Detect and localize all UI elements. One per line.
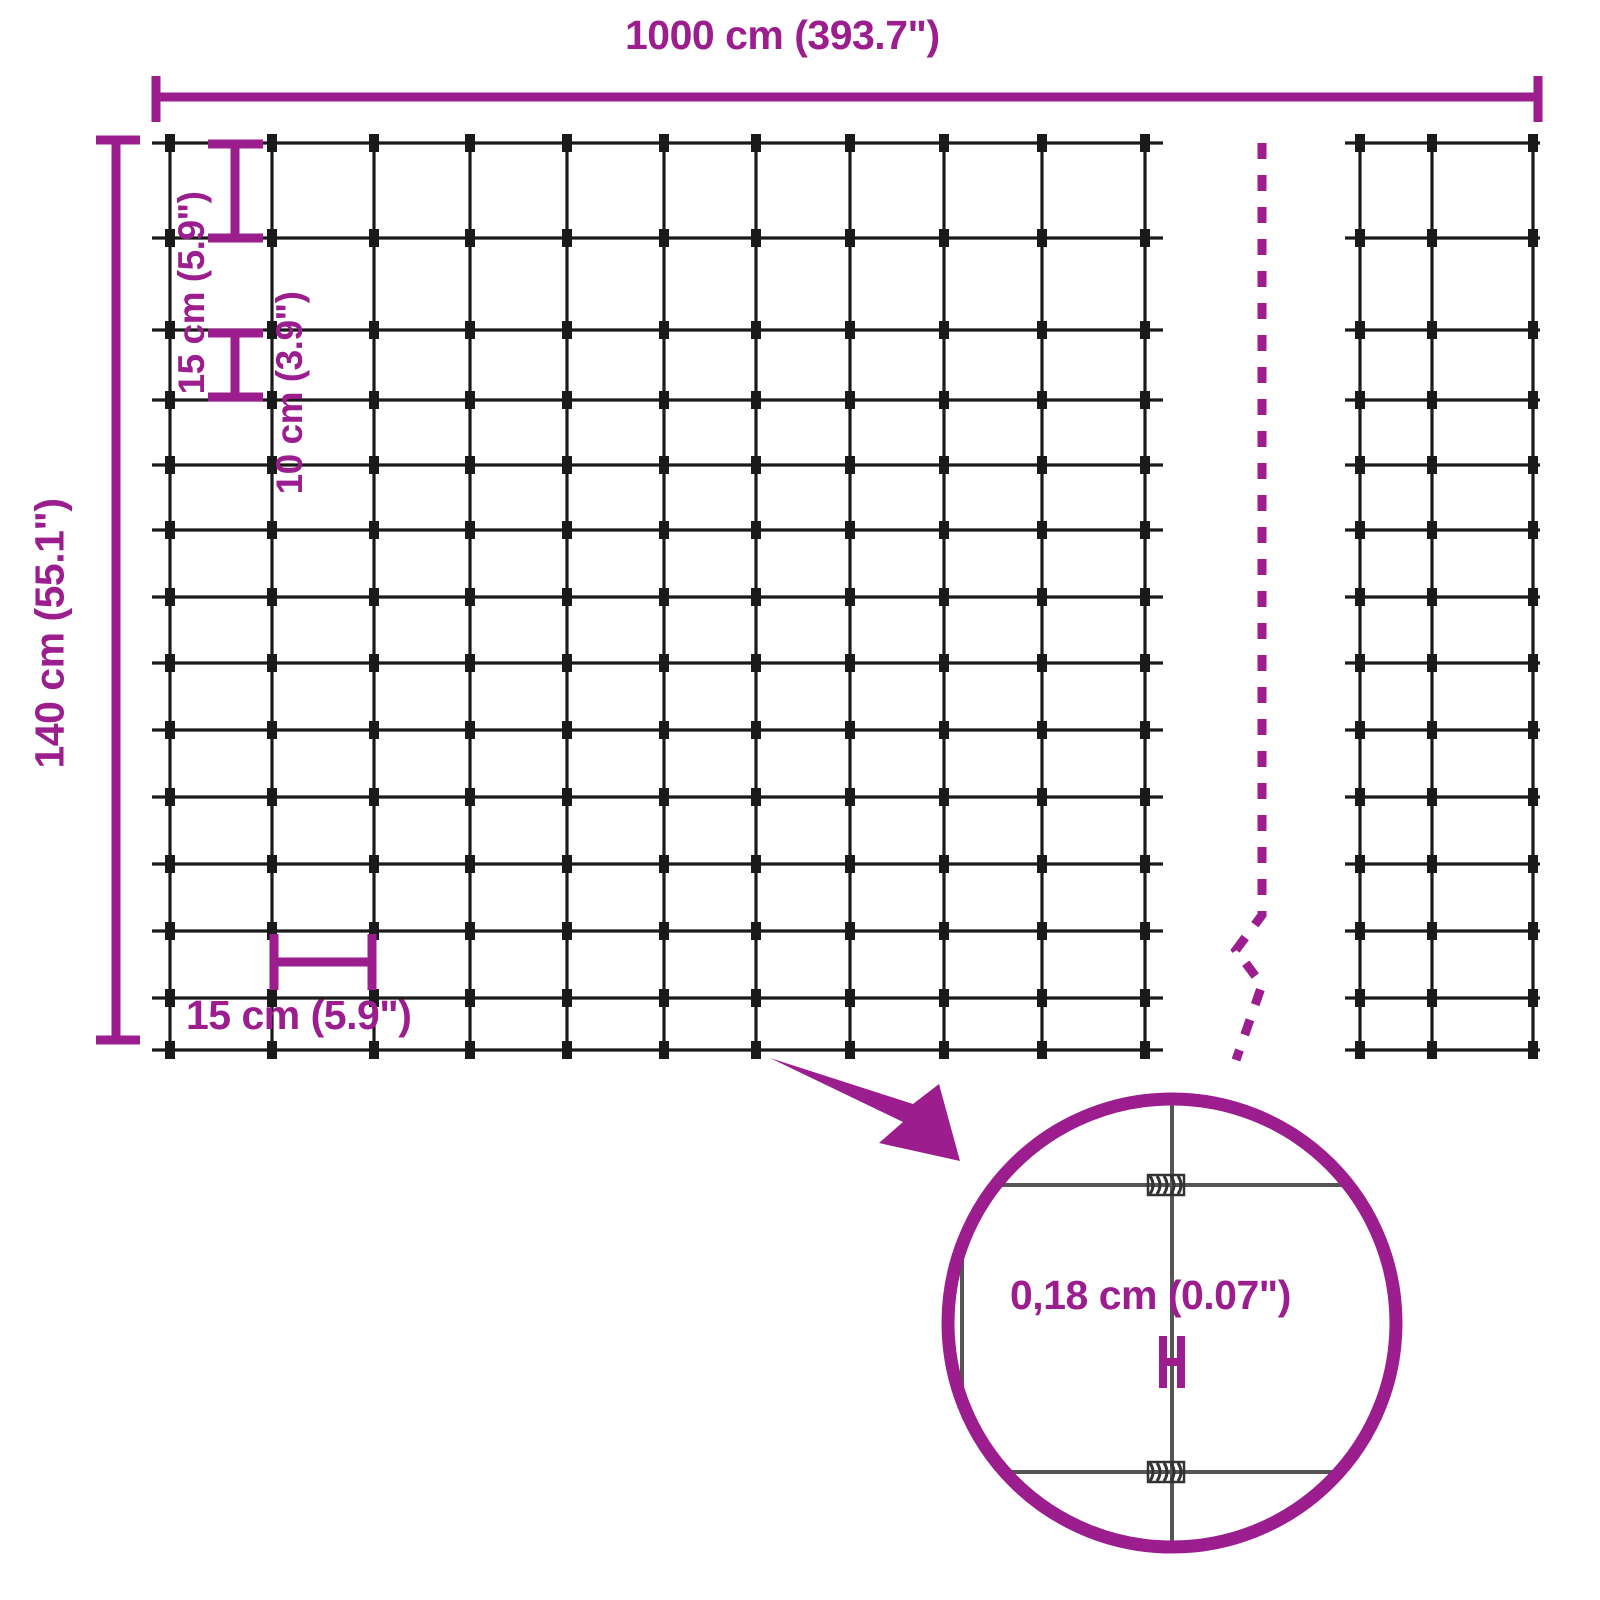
detail-circle-outline xyxy=(941,1092,1403,1554)
label-horizontal-spacing: 15 cm (5.9") xyxy=(186,992,412,1038)
wire-knot-upper xyxy=(1146,1173,1186,1197)
label-overall-height: 140 cm (55.1") xyxy=(26,498,73,769)
mesh-continuation xyxy=(1345,134,1540,1059)
wire-knot-lower xyxy=(1146,1460,1186,1484)
detail-callout-circle xyxy=(941,1092,1403,1554)
dimension-vertical-10cm xyxy=(208,328,263,402)
detail-pointer-arrow xyxy=(770,1058,960,1161)
dimension-overall-height xyxy=(96,135,140,1045)
label-overall-width: 1000 cm (393.7") xyxy=(625,12,940,58)
dimension-horizontal-15cm xyxy=(269,934,377,990)
label-vertical-spacing-second: 10 cm (3.9") xyxy=(269,291,310,495)
label-wire-diameter: 0,18 cm (0.07") xyxy=(1010,1272,1291,1318)
label-vertical-spacing-top: 15 cm (5.9") xyxy=(171,191,212,395)
dimension-vertical-15cm xyxy=(208,139,263,243)
mesh-continuation-horizontal-wires xyxy=(1345,141,1540,1052)
wire-diameter-marker xyxy=(1159,1336,1185,1388)
mesh-horizontal-wires xyxy=(152,141,1163,1052)
mesh-main xyxy=(152,134,1163,1059)
break-line xyxy=(1230,143,1268,1062)
dimension-overall-width xyxy=(151,76,1543,122)
